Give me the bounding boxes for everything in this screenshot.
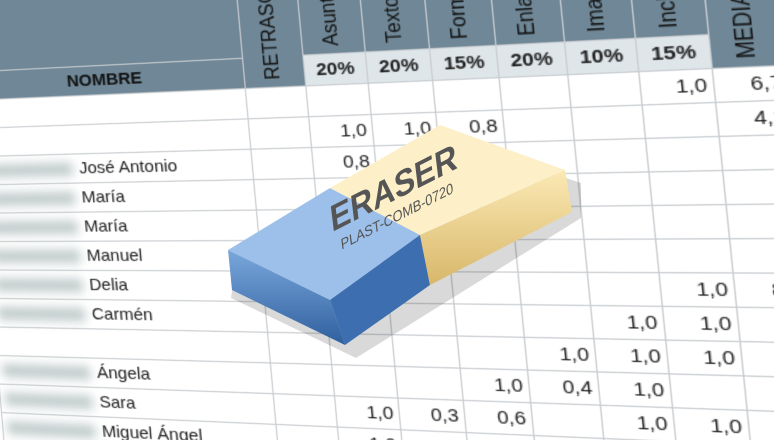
top-face-yellow <box>330 125 565 235</box>
side-face-blue <box>330 235 430 345</box>
top-face-blue <box>228 188 420 300</box>
side-face-yellow <box>420 170 572 285</box>
front-face-blue <box>228 250 345 345</box>
